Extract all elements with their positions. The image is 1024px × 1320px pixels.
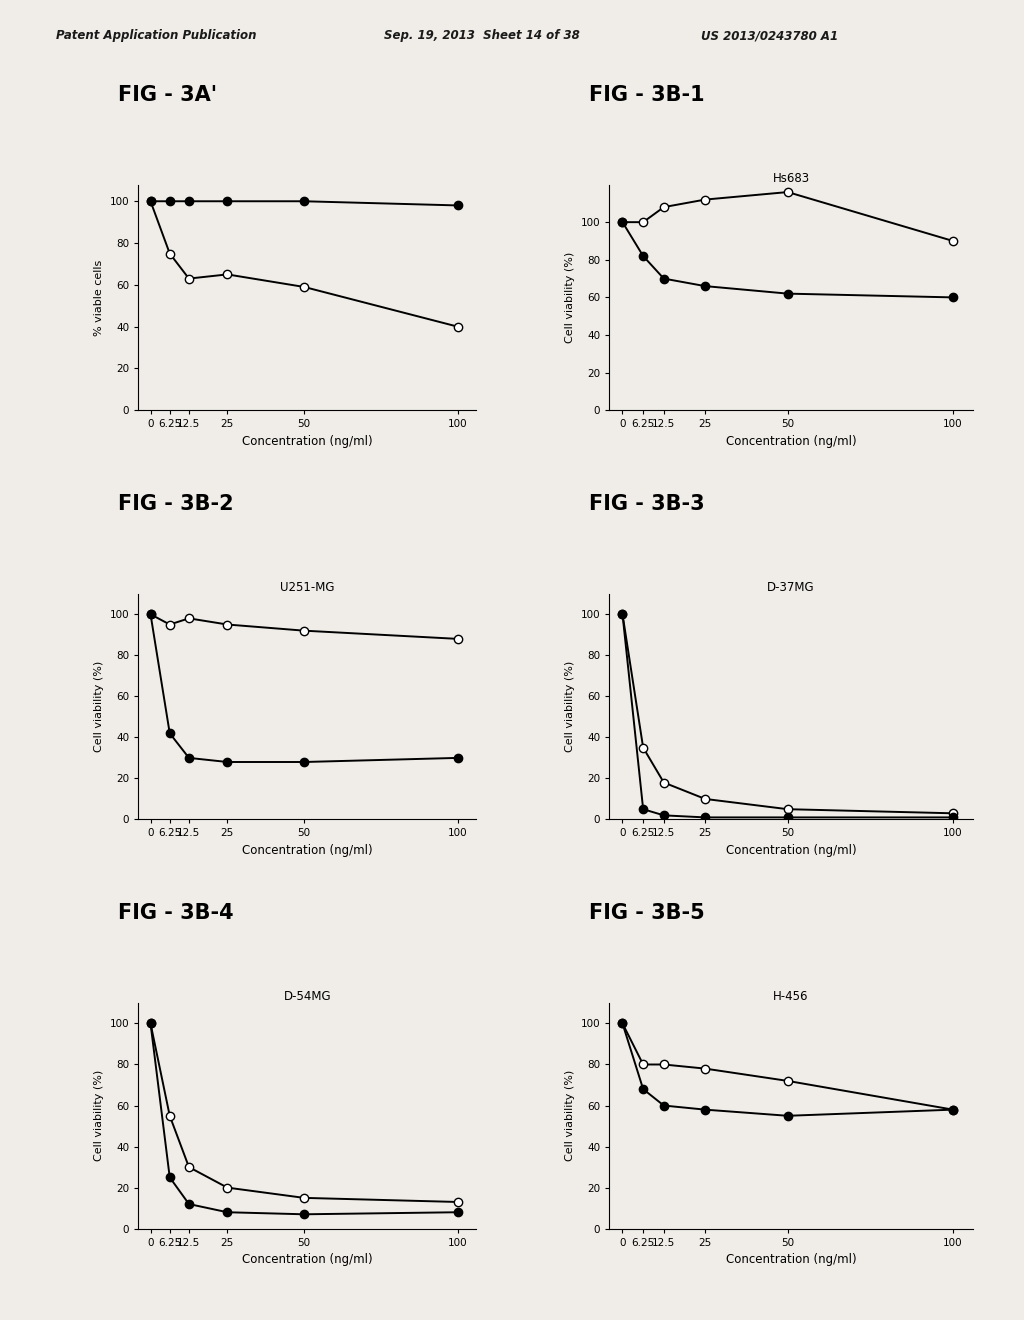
Y-axis label: Cell viability (%): Cell viability (%) xyxy=(94,1071,104,1162)
Text: FIG - 3B-2: FIG - 3B-2 xyxy=(118,494,233,513)
Text: Patent Application Publication: Patent Application Publication xyxy=(56,29,257,42)
X-axis label: Concentration (ng/ml): Concentration (ng/ml) xyxy=(726,843,856,857)
Y-axis label: Cell viability (%): Cell viability (%) xyxy=(565,1071,575,1162)
X-axis label: Concentration (ng/ml): Concentration (ng/ml) xyxy=(726,1253,856,1266)
Text: FIG - 3B-4: FIG - 3B-4 xyxy=(118,903,233,923)
Y-axis label: Cell viability (%): Cell viability (%) xyxy=(565,661,575,752)
Title: Hs683: Hs683 xyxy=(772,172,810,185)
Title: U251-MG: U251-MG xyxy=(280,581,335,594)
X-axis label: Concentration (ng/ml): Concentration (ng/ml) xyxy=(726,434,856,447)
Title: H-456: H-456 xyxy=(773,990,809,1003)
Y-axis label: % viable cells: % viable cells xyxy=(94,259,104,335)
X-axis label: Concentration (ng/ml): Concentration (ng/ml) xyxy=(242,843,373,857)
Y-axis label: Cell viability (%): Cell viability (%) xyxy=(565,252,575,343)
Y-axis label: Cell viability (%): Cell viability (%) xyxy=(94,661,104,752)
X-axis label: Concentration (ng/ml): Concentration (ng/ml) xyxy=(242,1253,373,1266)
Title: D-54MG: D-54MG xyxy=(284,990,331,1003)
Text: FIG - 3B-1: FIG - 3B-1 xyxy=(589,84,705,104)
Text: FIG - 3B-3: FIG - 3B-3 xyxy=(589,494,705,513)
Text: Sep. 19, 2013  Sheet 14 of 38: Sep. 19, 2013 Sheet 14 of 38 xyxy=(384,29,580,42)
Text: FIG - 3B-5: FIG - 3B-5 xyxy=(589,903,705,923)
Text: US 2013/0243780 A1: US 2013/0243780 A1 xyxy=(701,29,839,42)
X-axis label: Concentration (ng/ml): Concentration (ng/ml) xyxy=(242,434,373,447)
Title: D-37MG: D-37MG xyxy=(767,581,815,594)
Text: FIG - 3A': FIG - 3A' xyxy=(118,84,217,104)
